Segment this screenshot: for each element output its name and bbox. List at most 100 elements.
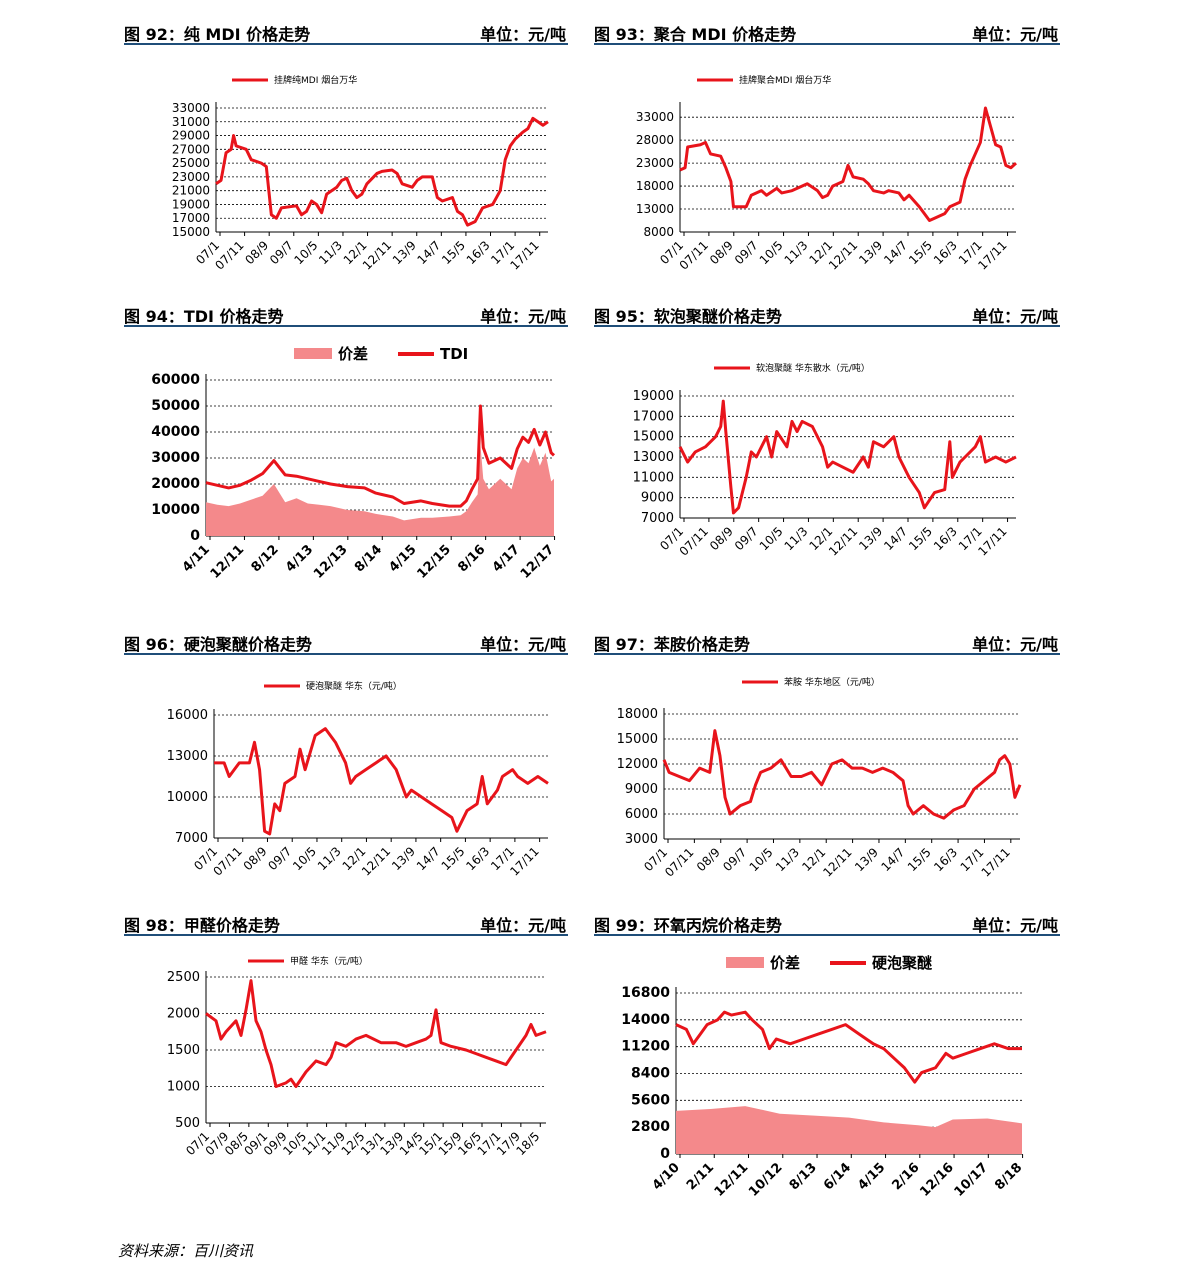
y-tick-label: 50000 — [151, 398, 200, 414]
y-tick-label: 28000 — [636, 133, 674, 147]
chart-title: 图 92：纯 MDI 价格走势 — [124, 25, 311, 44]
x-tick-label: 14/7 — [881, 238, 910, 267]
x-tick-label: 14/7 — [881, 524, 910, 553]
legend-label: 甲醛 华东（元/吨） — [290, 955, 368, 967]
y-tick-label: 7000 — [641, 511, 674, 526]
y-tick-label: 23000 — [636, 156, 674, 170]
x-tick-label: 07/11 — [662, 845, 696, 879]
legend-swatch-area — [726, 957, 764, 968]
y-tick-label: 6000 — [625, 807, 658, 822]
legend-label: 苯胺 华东地区（元/吨） — [784, 676, 880, 688]
y-tick-label: 21000 — [172, 184, 210, 198]
y-tick-label: 500 — [175, 1116, 200, 1131]
y-tick-label: 23000 — [172, 170, 210, 184]
legend-label: 挂牌纯MDI 烟台万华 — [274, 74, 357, 86]
source-note: 资料来源：百川资讯 — [118, 1242, 254, 1260]
x-tick-label: 13/9 — [390, 238, 419, 267]
y-tick-label: 2000 — [167, 1007, 200, 1022]
chart-title: 图 96：硬泡聚醚价格走势 — [124, 635, 312, 654]
legend-swatch-area — [294, 348, 332, 359]
y-tick-label: 8000 — [643, 225, 674, 239]
x-tick-label: 8/14 — [352, 542, 385, 575]
series-line — [678, 399, 1017, 515]
x-tick-label: 10/5 — [292, 238, 321, 267]
x-tick-label: 15/5 — [439, 844, 468, 873]
x-tick-label: 11/3 — [773, 845, 802, 874]
x-tick-label: 07/11 — [212, 238, 246, 272]
x-tick-label: 13/9 — [389, 844, 418, 873]
y-tick-label: 40000 — [151, 424, 200, 440]
y-tick-label: 30000 — [151, 450, 200, 466]
x-tick-label: 12/13 — [311, 542, 351, 582]
x-tick-label: 12/11 — [360, 238, 394, 272]
chart-panel-97: 图 97：苯胺价格走势 单位：元/吨 18000 15000 12000 9000 600… — [594, 625, 1060, 905]
x-tick-label: 13/9 — [856, 524, 885, 553]
x-tick-label: 08/9 — [707, 524, 736, 553]
chart-unit: 单位：元/吨 — [972, 25, 1058, 44]
y-tick-label: 18000 — [617, 707, 658, 722]
y-tick-label: 12000 — [617, 757, 658, 772]
y-tick-label: 9000 — [625, 782, 658, 797]
x-tick-label: 11/3 — [782, 238, 811, 267]
y-tick-label: 25000 — [172, 156, 210, 170]
x-tick-label: 08/9 — [242, 238, 271, 267]
chart-panel-94: 图 94：TDI 价格走势 单位：元/吨 60000 50000 40000 30000… — [124, 297, 568, 597]
x-tick-label: 09/7 — [267, 238, 296, 267]
y-tick-label: 13000 — [633, 450, 674, 465]
y-tick-label: 11200 — [621, 1039, 670, 1055]
x-tick-label: 6/14 — [821, 1160, 854, 1193]
x-tick-label: 15/5 — [905, 845, 934, 874]
x-tick-label: 13/9 — [852, 845, 881, 874]
x-tick-label: 12/17 — [518, 542, 558, 582]
x-tick-label: 16/3 — [931, 845, 960, 874]
legend-label: 价差 — [338, 345, 368, 363]
x-tick-label: 12/11 — [712, 1160, 752, 1200]
y-tick-label: 0 — [190, 528, 200, 544]
x-tick-label: 09/7 — [265, 844, 294, 873]
x-tick-label: 11/3 — [315, 844, 344, 873]
chart-unit: 单位：元/吨 — [972, 635, 1058, 654]
y-tick-label: 8400 — [631, 1066, 670, 1082]
x-tick-label: 12/16 — [917, 1160, 957, 1200]
x-tick-label: 10/5 — [290, 844, 319, 873]
y-tick-label: 15000 — [617, 732, 658, 747]
x-tick-label: 11/3 — [316, 238, 345, 267]
y-tick-label: 17000 — [172, 211, 210, 225]
legend-label: TDI — [440, 345, 468, 363]
y-tick-label: 29000 — [172, 129, 210, 143]
chart-svg: 3300028000230001800013000800007/107/1108… — [636, 74, 1018, 273]
x-tick-label: 4/15 — [855, 1160, 888, 1193]
chart-title: 图 98：甲醛价格走势 — [124, 916, 280, 935]
x-tick-label: 15/5 — [439, 238, 468, 267]
x-tick-label: 12/11 — [359, 844, 393, 878]
y-tick-label: 18000 — [636, 179, 674, 193]
x-tick-label: 16/3 — [931, 524, 960, 553]
chart-unit: 单位：元/吨 — [480, 916, 566, 935]
x-tick-label: 12/11 — [826, 238, 860, 272]
legend-label: 硬泡聚醚 — [872, 954, 932, 972]
y-tick-label: 3000 — [625, 832, 658, 847]
legend-label: 硬泡聚醚 华东（元/吨） — [306, 680, 402, 692]
x-tick-label: 10/17 — [952, 1160, 992, 1200]
x-tick-label: 8/18 — [992, 1160, 1025, 1193]
y-tick-label: 31000 — [172, 115, 210, 129]
chart-title: 图 99：环氧丙烷价格走势 — [594, 916, 782, 935]
series-area-spread — [676, 1106, 1022, 1154]
x-tick-label: 16/3 — [931, 238, 960, 267]
x-tick-label: 10/12 — [746, 1160, 786, 1200]
y-tick-label: 14000 — [621, 1012, 670, 1028]
y-tick-label: 11000 — [633, 470, 674, 485]
x-tick-label: 17/11 — [979, 845, 1013, 879]
y-tick-label: 33000 — [636, 110, 674, 124]
legend-label: 价差 — [770, 954, 800, 972]
y-tick-label: 2500 — [167, 970, 200, 985]
x-tick-label: 12/15 — [414, 542, 454, 582]
chart-unit: 单位：元/吨 — [480, 25, 566, 44]
y-tick-label: 20000 — [151, 476, 200, 492]
chart-title: 图 94：TDI 价格走势 — [124, 307, 284, 326]
y-tick-label: 16800 — [621, 985, 670, 1001]
chart-svg: 60000500004000030000200001000004/1112/11… — [151, 345, 558, 582]
series-line — [662, 729, 1022, 820]
chart-title: 图 97：苯胺价格走势 — [594, 635, 750, 654]
